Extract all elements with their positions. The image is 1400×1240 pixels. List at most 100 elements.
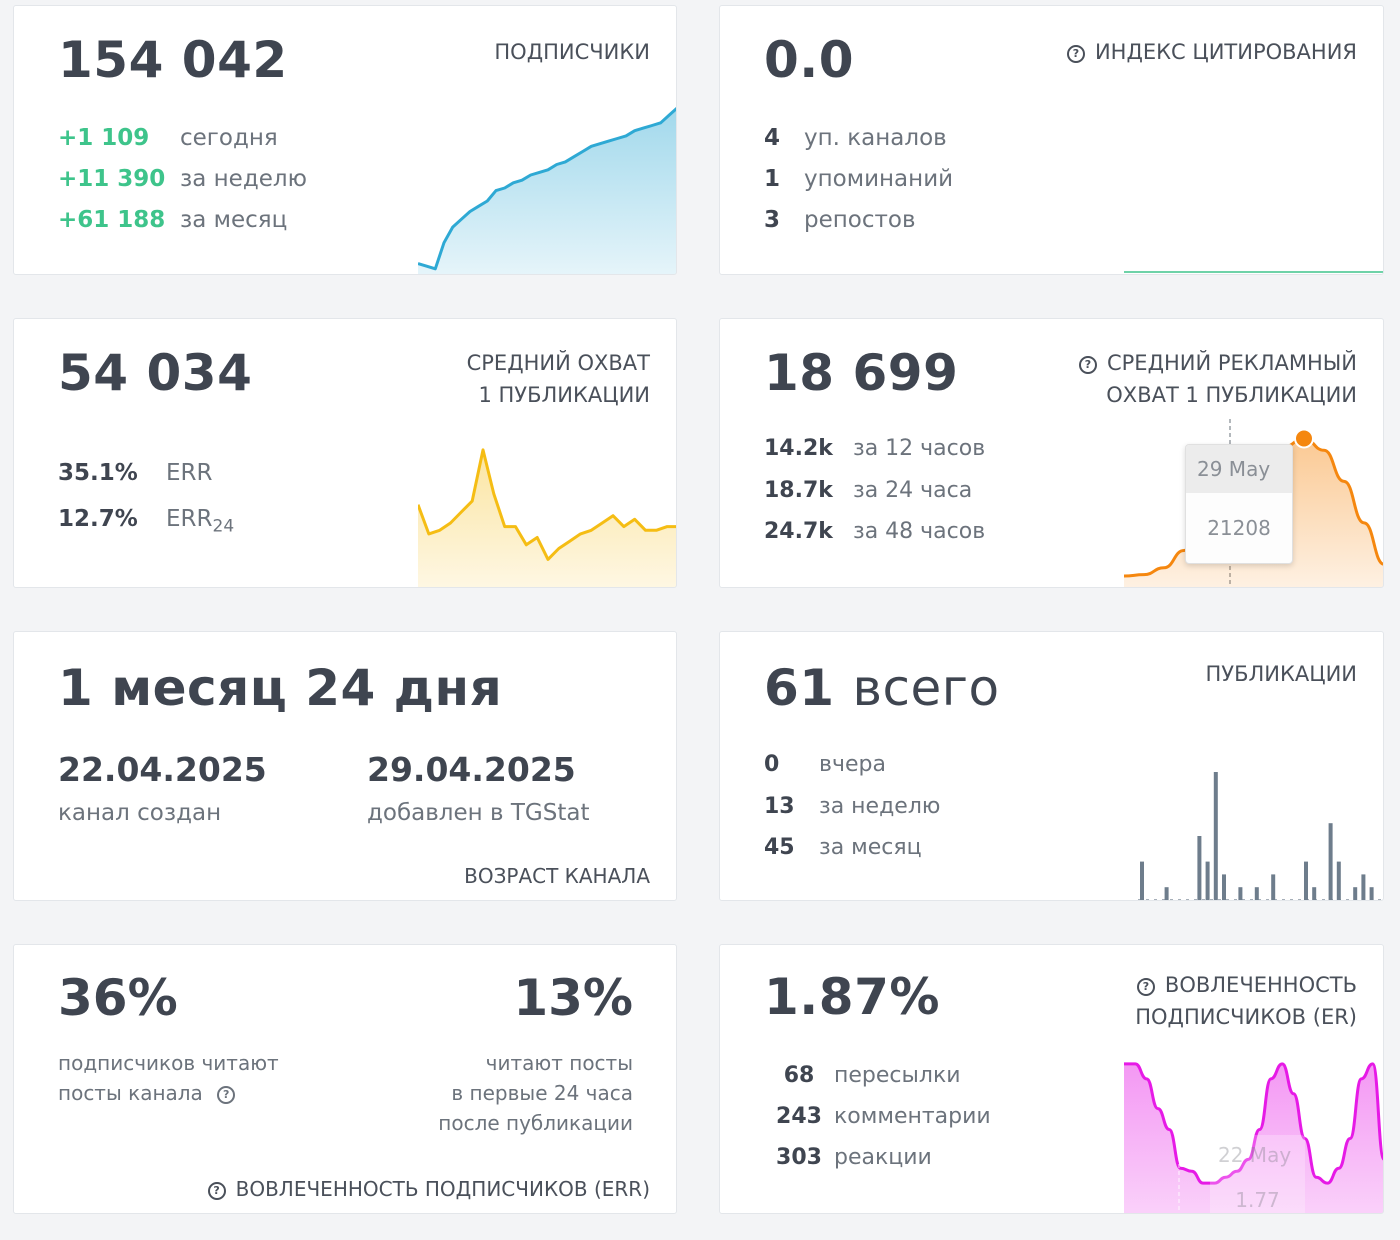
stat-label: за неделю <box>819 794 941 819</box>
stat-label: за месяц <box>819 835 922 860</box>
bar <box>1361 874 1366 900</box>
stat-row: 303 реакции <box>764 1145 932 1170</box>
bar <box>1271 874 1276 900</box>
posts-chart[interactable] <box>1138 762 1384 901</box>
bar <box>1336 861 1341 900</box>
added-date: 29.04.2025 <box>367 750 576 789</box>
channel-age-card[interactable]: 1 месяц 24 дня 22.04.2025 канал создан 2… <box>13 631 677 901</box>
reach-chart[interactable] <box>418 429 677 587</box>
stat-row: 14.2k за 12 часов <box>764 436 985 461</box>
tooltip-value: 1.77 <box>1235 1188 1280 1212</box>
series-line <box>418 106 676 271</box>
err-title-text: ВОВЛЕЧЕННОСТЬ ПОДПИСЧИКОВ (ERR) <box>235 1177 650 1201</box>
stat-value: 3 <box>764 207 781 233</box>
stat-row: 13 за неделю <box>764 794 940 819</box>
reach-title-line2: 1 ПУБЛИКАЦИИ <box>478 383 650 407</box>
er-title: ? ВОВЛЕЧЕННОСТЬ ПОДПИСЧИКОВ (ER) <box>1135 969 1357 1033</box>
stat-label: упоминаний <box>804 166 954 192</box>
ad-reach-value: 18 699 <box>764 344 959 402</box>
ad-reach-title-line2: ОХВАТ 1 ПУБЛИКАЦИИ <box>1106 383 1357 407</box>
reach-title-line1: СРЕДНИЙ ОХВАТ <box>466 351 650 375</box>
help-icon[interactable]: ? <box>1066 45 1085 63</box>
stat-row: 68 пересылки <box>764 1063 961 1088</box>
stat-value: 13 <box>764 794 795 819</box>
stat-label: пересылки <box>834 1063 961 1088</box>
stat-row: 0 вчера <box>764 752 886 777</box>
stat-value: 24.7k <box>764 519 833 544</box>
err-left-line1: подписчиков читают <box>58 1051 279 1075</box>
bar <box>1238 887 1243 900</box>
err-title: ? ВОВЛЕЧЕННОСТЬ ПОДПИСЧИКОВ (ERR) <box>207 1177 650 1201</box>
bar <box>1304 861 1308 900</box>
posts-total: 61 всего <box>764 659 1000 718</box>
channel-age-value: 1 месяц 24 дня <box>58 659 503 717</box>
subscribers-count: 154 042 <box>58 31 288 89</box>
subscribers-card[interactable]: 154 042 ПОДПИСЧИКИ +1 109 сегодня +11 390… <box>13 5 677 275</box>
stat-value: 303 <box>776 1145 822 1170</box>
stat-label: ERR <box>166 460 213 486</box>
series-area <box>418 449 676 587</box>
stat-value: 68 <box>783 1063 815 1088</box>
series-area <box>418 108 676 274</box>
posts-card[interactable]: 61 всего ПУБЛИКАЦИИ 0 вчера 13 за неделю 4… <box>719 631 1384 901</box>
stat-label: ERR <box>166 506 213 532</box>
bar <box>1369 887 1374 900</box>
er-chart[interactable] <box>1124 1045 1384 1214</box>
stat-value: 1 <box>764 166 781 192</box>
stat-label: за 24 часа <box>853 478 973 503</box>
bar <box>1164 887 1169 900</box>
citation-chart[interactable] <box>1124 206 1384 275</box>
ad-reach-title-line1: СРЕДНИЙ РЕКЛАМНЫЙ <box>1106 351 1357 375</box>
err-left-value: 36% <box>58 969 178 1027</box>
er-title-line2: ПОДПИСЧИКОВ (ER) <box>1135 1005 1357 1029</box>
bar <box>1222 874 1226 900</box>
stat-row: 1 упоминаний <box>764 166 953 192</box>
series-line <box>418 448 676 561</box>
stat-row: 18.7k за 24 часа <box>764 478 972 503</box>
er-card[interactable]: 1.87% ? ВОВЛЕЧЕННОСТЬ ПОДПИСЧИКОВ (ER) 68… <box>719 944 1384 1214</box>
posts-total-number: 61 <box>764 659 835 717</box>
posts-total-word: всего <box>852 659 1000 717</box>
stat-row: +61 188 за месяц <box>58 207 287 233</box>
stat-value: +11 390 <box>58 166 166 192</box>
er-value: 1.87% <box>764 968 940 1026</box>
ad-reach-card[interactable]: 18 699 ? СРЕДНИЙ РЕКЛАМНЫЙ ОХВАТ 1 ПУБЛИК… <box>719 318 1384 588</box>
err-card[interactable]: 36% подписчиков читают посты канала ? 13… <box>13 944 677 1214</box>
bar <box>1353 887 1358 900</box>
stat-label: сегодня <box>180 125 278 151</box>
ad-reach-title: ? СРЕДНИЙ РЕКЛАМНЫЙ ОХВАТ 1 ПУБЛИКАЦИИ <box>1078 347 1357 411</box>
stat-row: 12.7% ERR24 <box>58 506 234 537</box>
subscribers-chart[interactable] <box>418 96 677 275</box>
bar <box>1213 772 1218 900</box>
stat-value: 243 <box>776 1104 822 1129</box>
err-left-line2: посты канала <box>58 1081 203 1105</box>
reach-value: 54 034 <box>58 344 253 402</box>
stat-value: 14.2k <box>764 436 833 461</box>
ad-reach-tooltip: 29 May 21208 <box>1185 444 1293 564</box>
added-label: добавлен в TGStat <box>367 800 590 826</box>
stat-value: +1 109 <box>58 125 150 151</box>
stat-value: 12.7% <box>58 506 138 532</box>
created-label: канал создан <box>58 800 222 826</box>
series-line <box>1124 1062 1383 1185</box>
help-icon[interactable]: ? <box>1136 978 1155 996</box>
help-icon[interactable]: ? <box>207 1182 226 1200</box>
stat-label-subscript: 24 <box>212 516 235 537</box>
reach-card[interactable]: 54 034 СРЕДНИЙ ОХВАТ 1 ПУБЛИКАЦИИ 35.1% E… <box>13 318 677 588</box>
stat-row: 45 за месяц <box>764 835 922 860</box>
created-date: 22.04.2025 <box>58 750 267 789</box>
stat-row: 3 репостов <box>764 207 916 233</box>
stat-label: комментарии <box>834 1104 991 1129</box>
stat-label: за 12 часов <box>853 436 986 461</box>
channel-age-title: ВОЗРАСТ КАНАЛА <box>464 864 650 888</box>
citation-title-text: ИНДЕКС ЦИТИРОВАНИЯ <box>1094 40 1357 64</box>
err-left-text: подписчиков читают посты канала ? <box>58 1048 279 1108</box>
help-icon[interactable]: ? <box>217 1086 236 1104</box>
stat-label: реакции <box>834 1145 932 1170</box>
bar <box>1197 836 1202 900</box>
stat-value: 45 <box>764 835 795 860</box>
stat-label: репостов <box>804 207 916 233</box>
citation-card[interactable]: 0.0 ? ИНДЕКС ЦИТИРОВАНИЯ 4 уп. каналов 1 уп… <box>719 5 1384 275</box>
help-icon[interactable]: ? <box>1078 356 1097 374</box>
stat-value: 4 <box>764 125 781 151</box>
